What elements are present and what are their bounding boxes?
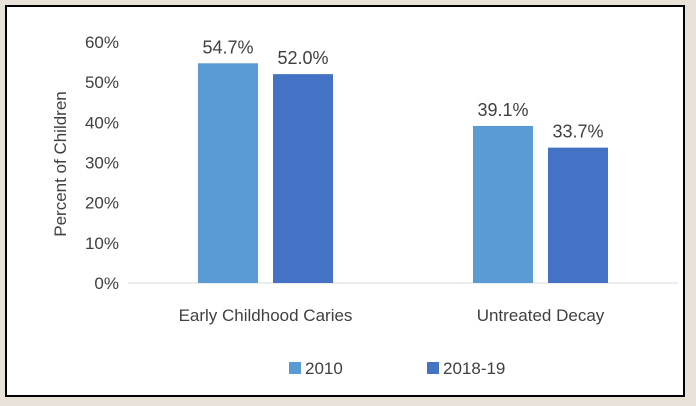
bar-2010-0 (198, 63, 258, 284)
category-labels: Early Childhood Caries Untreated Decay (179, 306, 605, 325)
bar-2018-19-0 (273, 74, 333, 283)
data-label: 52.0% (277, 48, 328, 68)
legend: 2010 2018-19 (289, 359, 505, 378)
category-label: Early Childhood Caries (179, 306, 353, 325)
data-label: 33.7% (552, 122, 603, 142)
bar-2010-1 (473, 125, 533, 283)
legend-swatch (427, 362, 439, 374)
y-tick-label: 40% (85, 113, 119, 132)
data-label: 39.1% (477, 100, 528, 120)
y-tick-label: 30% (85, 154, 119, 173)
legend-label: 2018-19 (443, 359, 505, 378)
data-label: 54.7% (202, 37, 253, 57)
bars (198, 63, 608, 284)
y-tick-label: 20% (85, 194, 119, 213)
category-label: Untreated Decay (477, 306, 605, 325)
y-axis-title: Percent of Children (51, 91, 70, 237)
y-tick-label: 60% (85, 33, 119, 52)
y-tick-label: 10% (85, 234, 119, 253)
y-axis-ticks: 0% 10% 20% 30% 40% 50% 60% (85, 33, 119, 293)
legend-label: 2010 (305, 359, 343, 378)
y-tick-label: 50% (85, 73, 119, 92)
bar-2018-19-1 (548, 147, 608, 283)
legend-swatch (289, 362, 301, 374)
y-tick-label: 0% (94, 274, 119, 293)
data-labels: 54.7% 52.0% 39.1% 33.7% (202, 37, 603, 141)
